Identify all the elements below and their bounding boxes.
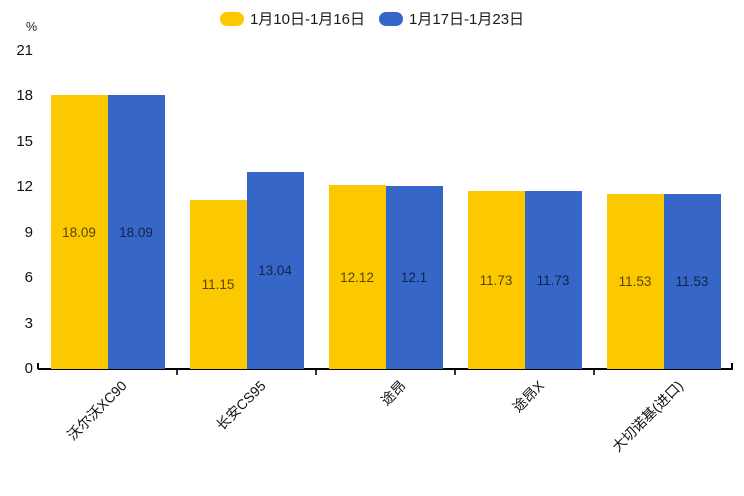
bar[interactable]: 11.53: [663, 194, 721, 369]
bar-value-label: 13.04: [258, 262, 292, 278]
bar-value-label: 11.73: [536, 272, 570, 288]
y-tick-label: 9: [24, 223, 33, 241]
bar-value-label: 11.73: [479, 272, 513, 288]
bar[interactable]: 18.09: [50, 95, 108, 369]
bar[interactable]: 11.73: [524, 191, 582, 369]
bar[interactable]: 12.1: [385, 185, 443, 369]
legend-swatch-icon: [379, 11, 403, 26]
category-label: 途昂: [377, 377, 409, 409]
bar-value-label: 11.15: [201, 277, 235, 293]
bar-value-label: 12.1: [400, 269, 428, 285]
y-tick-label: 15: [16, 132, 33, 150]
category-label: 长安CS95: [213, 377, 270, 434]
x-axis-tick: [593, 370, 595, 375]
x-axis-end-tick: [731, 363, 733, 369]
x-axis-end-tick: [37, 363, 39, 369]
bar[interactable]: 13.04: [246, 171, 304, 369]
legend-item[interactable]: 1月17日-1月23日: [379, 8, 524, 29]
y-tick-label: 12: [16, 178, 33, 196]
x-axis-tick: [454, 370, 456, 375]
bar[interactable]: 18.09: [107, 95, 165, 369]
bar[interactable]: 11.15: [189, 200, 247, 369]
bar-value-label: 18.09: [62, 224, 96, 240]
y-tick-label: 0: [24, 360, 33, 377]
bar[interactable]: 12.12: [328, 185, 386, 369]
y-axis-unit-label: %: [26, 20, 38, 34]
category-label: 途昂X: [509, 377, 548, 416]
legend-swatch-icon: [219, 11, 244, 26]
y-tick-label: 3: [24, 314, 33, 332]
bar[interactable]: 11.53: [606, 194, 664, 369]
legend-item-label: 1月10日-1月16日: [249, 11, 365, 28]
x-axis-line: [38, 368, 733, 370]
bar-value-label: 18.09: [119, 224, 153, 240]
y-tick-label: 6: [24, 269, 33, 287]
bar-value-label: 11.53: [618, 274, 652, 290]
bar-value-label: 11.53: [675, 274, 709, 290]
y-tick-label: 21: [16, 42, 33, 59]
bar[interactable]: 11.73: [467, 191, 525, 369]
x-axis-tick: [176, 370, 178, 375]
category-label: 大切诺基(进口): [608, 377, 687, 455]
legend: 1月10日-1月16日 1月17日-1月23日: [0, 8, 744, 29]
bar-value-label: 12.12: [340, 269, 374, 285]
x-axis-tick: [315, 370, 317, 375]
legend-item[interactable]: 1月10日-1月16日: [219, 8, 365, 29]
legend-item-label: 1月17日-1月23日: [409, 11, 525, 28]
category-label: 沃尔沃XC90: [64, 377, 131, 444]
y-tick-label: 18: [16, 87, 33, 105]
